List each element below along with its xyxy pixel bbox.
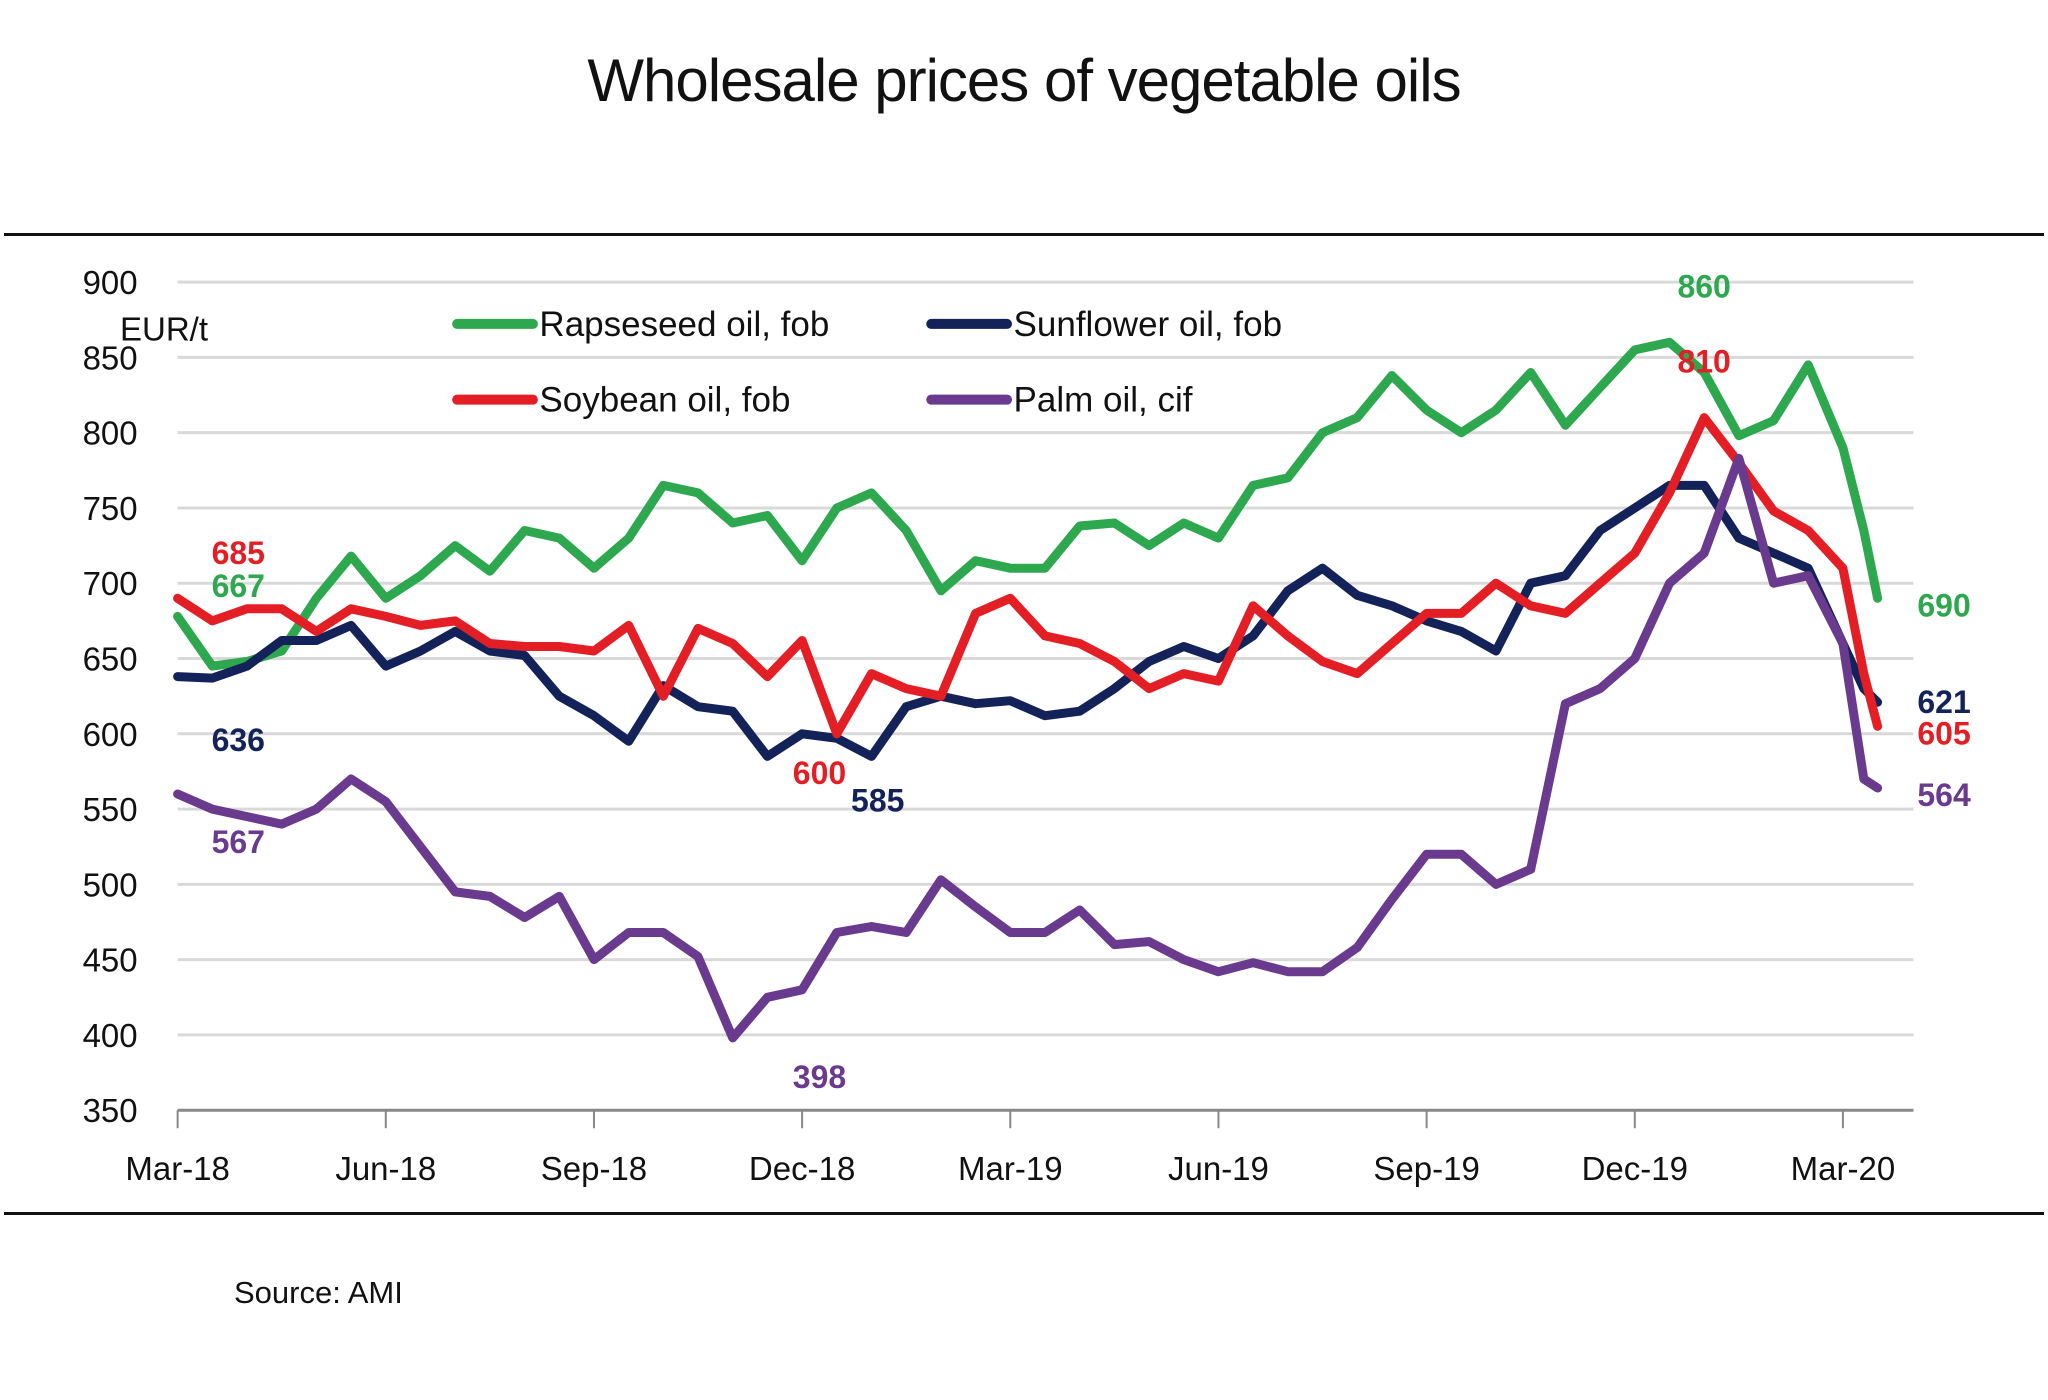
start-value-label: 636 [212, 722, 265, 758]
y-tick-label: 350 [83, 1092, 138, 1129]
y-tick-label: 650 [83, 641, 138, 678]
series-line-3 [173, 453, 1883, 1043]
x-tick-label: Sep-18 [541, 1150, 647, 1187]
end-value-label: 690 [1917, 587, 1970, 623]
end-value-label: 564 [1917, 777, 1971, 813]
end-value-label: 605 [1917, 715, 1970, 751]
y-tick-label: 750 [83, 490, 138, 527]
y-tick-label: 550 [83, 791, 138, 828]
annotation-label: 585 [851, 782, 904, 818]
legend-label: Rapseseed oil, fob [539, 305, 829, 344]
annotation-label: 600 [793, 755, 846, 791]
y-tick-label: 400 [83, 1017, 138, 1054]
annotation-label: 398 [793, 1059, 846, 1095]
x-tick-label: Sep-19 [1373, 1150, 1479, 1187]
y-tick-label: 800 [83, 415, 138, 452]
x-tick-label: Dec-19 [1582, 1150, 1688, 1187]
series-line-2 [173, 413, 1883, 739]
y-tick-label: 600 [83, 716, 138, 753]
y-tick-label: 850 [83, 339, 138, 376]
y-tick-label: 900 [83, 264, 138, 301]
x-tick-label: Mar-18 [125, 1150, 230, 1187]
x-tick-label: Jun-19 [1168, 1150, 1269, 1187]
legend-label: Soybean oil, fob [539, 381, 790, 420]
end-value-label: 621 [1917, 684, 1970, 720]
x-tick-label: Mar-19 [958, 1150, 1063, 1187]
y-tick-label: 500 [83, 866, 138, 903]
y-tick-label: 700 [83, 565, 138, 602]
source-note: Source: AMI [234, 1275, 403, 1310]
legend-label: Sunflower oil, fob [1014, 305, 1282, 344]
y-axis-unit: EUR/t [120, 310, 208, 347]
start-value-label: 567 [212, 824, 265, 860]
y-tick-label: 450 [83, 942, 138, 979]
legend-label: Palm oil, cif [1014, 381, 1193, 420]
x-tick-label: Mar-20 [1791, 1150, 1896, 1187]
top-rule [4, 233, 2044, 236]
bottom-rule [4, 1212, 2044, 1215]
start-value-label: 667 [212, 568, 265, 604]
annotation-label: 810 [1677, 344, 1730, 380]
chart-title: Wholesale prices of vegetable oils [587, 47, 1461, 114]
annotation-label: 860 [1677, 268, 1730, 304]
start-value-label: 685 [212, 535, 265, 571]
x-tick-label: Jun-18 [335, 1150, 436, 1187]
x-tick-label: Dec-18 [749, 1150, 855, 1187]
